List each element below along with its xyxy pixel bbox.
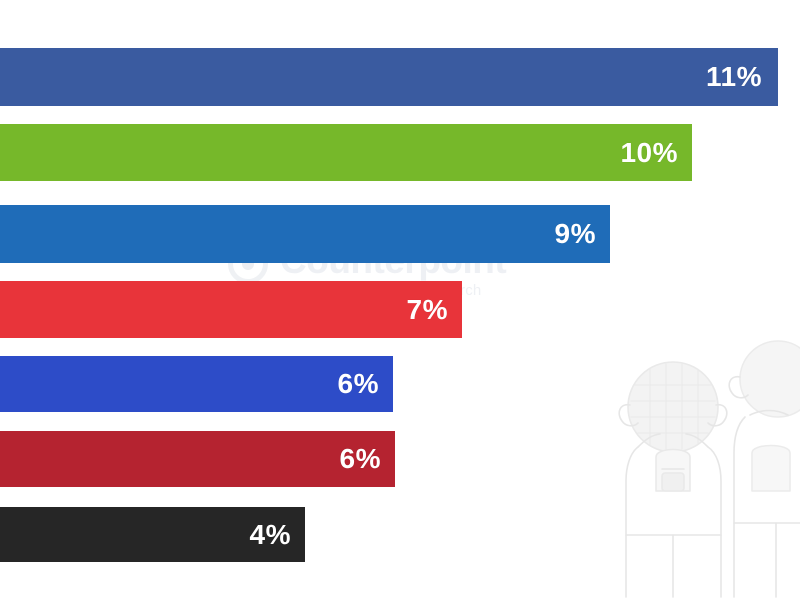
- bar-value-label-5: 6%: [337, 368, 379, 399]
- bar-6: [0, 431, 395, 487]
- bar-value-label-6: 6%: [339, 443, 381, 474]
- bar-7: [0, 507, 305, 562]
- bar-row: 10%: [0, 124, 692, 181]
- bar-value-label-3: 9%: [554, 218, 596, 249]
- bar-5: [0, 356, 393, 412]
- bar-row: 7%: [0, 281, 462, 338]
- bar-row: 6%: [0, 431, 395, 487]
- bar-3: [0, 205, 610, 263]
- bar-row: 11%: [0, 48, 778, 106]
- bar-value-label-1: 11%: [706, 61, 762, 92]
- bar-value-label-7: 4%: [249, 518, 291, 550]
- bar-2: [0, 124, 692, 181]
- bar-1: [0, 48, 778, 106]
- bar-value-label-4: 7%: [406, 293, 448, 325]
- bar-row: 9%: [0, 205, 610, 263]
- bar-value-label-2: 10%: [620, 136, 678, 168]
- bar-4: [0, 281, 462, 338]
- bar-row: 6%: [0, 356, 393, 412]
- bar-row: 4%: [0, 507, 305, 562]
